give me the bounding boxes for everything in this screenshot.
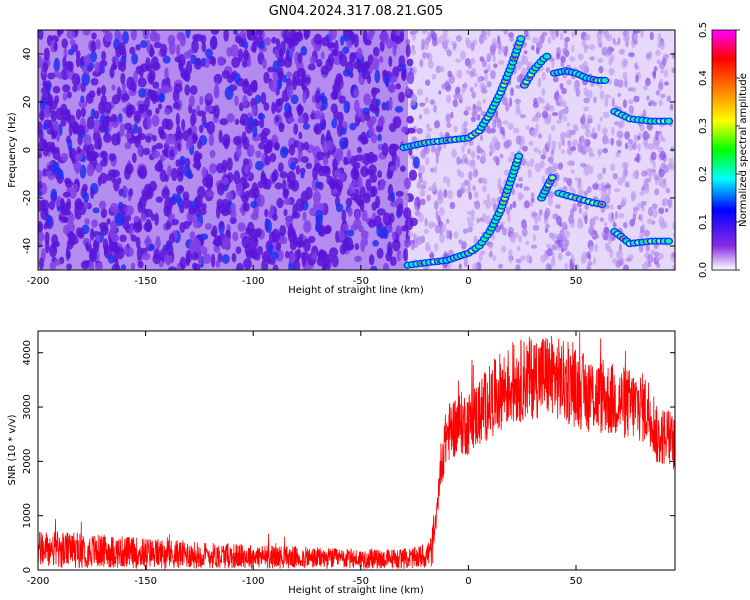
x-tick-label: -100 xyxy=(242,276,265,287)
x-tick-label: -150 xyxy=(134,276,157,287)
spectrogram-y-label: Frequency (Hz) xyxy=(7,112,18,188)
x-tick-label: 50 xyxy=(570,276,583,287)
snr-x-ticks: -200 -150 -100 -50 0 50 xyxy=(27,331,583,587)
signal-track xyxy=(554,189,607,208)
y-tick-label: 4000 xyxy=(22,340,33,365)
snr-y-label: SNR (10 * v/v) xyxy=(7,414,18,485)
spectrogram-background xyxy=(38,30,675,270)
signal-track xyxy=(537,174,557,202)
x-tick-label: 50 xyxy=(570,576,583,587)
y-tick-label: 20 xyxy=(22,96,33,109)
colorbar-tick-label: 0.0 xyxy=(698,262,709,278)
y-tick-label: 2000 xyxy=(22,449,33,474)
signal-track xyxy=(610,228,673,248)
y-tick-label: 3000 xyxy=(22,394,33,419)
colorbar-tick-label: 0.2 xyxy=(698,166,709,182)
x-tick-label: -200 xyxy=(27,576,50,587)
spectrogram-x-label: Height of straight line (km) xyxy=(288,285,424,296)
colorbar-tick-label: 0.5 xyxy=(698,22,709,38)
spectrogram-y-ticks: -40 -20 0 20 40 xyxy=(22,48,675,254)
x-tick-label: -50 xyxy=(353,576,369,587)
colorbar-gradient xyxy=(711,29,737,271)
colorbar-ticks: 0.0 0.1 0.2 0.3 0.4 0.5 xyxy=(698,22,740,278)
y-tick-label: -20 xyxy=(22,190,33,206)
colorbar-tick-label: 0.3 xyxy=(698,118,709,134)
signal-track xyxy=(399,35,526,152)
y-tick-label: 0 xyxy=(22,567,33,573)
x-tick-label: 0 xyxy=(465,276,471,287)
figure-title: GN04.2024.317.08.21.G05 xyxy=(269,4,444,19)
x-tick-label: 0 xyxy=(465,576,471,587)
spectrogram-tracks xyxy=(399,35,673,269)
y-tick-label: 40 xyxy=(22,48,33,61)
signal-track xyxy=(403,152,524,269)
snr-line xyxy=(38,332,675,570)
signal-track xyxy=(550,67,610,84)
spectrogram-x-ticks: -200 -150 -100 -50 0 50 xyxy=(27,30,583,287)
noise-texture xyxy=(38,30,675,270)
snr-y-ticks: 0 1000 2000 3000 4000 xyxy=(22,340,675,573)
x-tick-label: -50 xyxy=(353,276,369,287)
y-tick-label: -40 xyxy=(22,238,33,254)
x-tick-label: -150 xyxy=(134,576,157,587)
colorbar-tick-label: 0.1 xyxy=(698,214,709,230)
x-tick-label: -100 xyxy=(242,576,265,587)
signal-track xyxy=(519,52,552,89)
x-tick-label: -200 xyxy=(27,276,50,287)
colorbar-label: Normalized spectral amplitude xyxy=(738,73,749,227)
snr-frame xyxy=(37,330,676,571)
y-tick-label: 0 xyxy=(22,147,33,153)
snr-x-label: Height of straight line (km) xyxy=(288,585,424,596)
y-tick-label: 1000 xyxy=(22,503,33,528)
signal-track xyxy=(610,108,673,125)
colorbar: 0.0 0.1 0.2 0.3 0.4 0.5 Normalized spectral a… xyxy=(698,22,749,278)
snr-series xyxy=(38,332,675,570)
colorbar-tick-label: 0.4 xyxy=(698,70,709,86)
